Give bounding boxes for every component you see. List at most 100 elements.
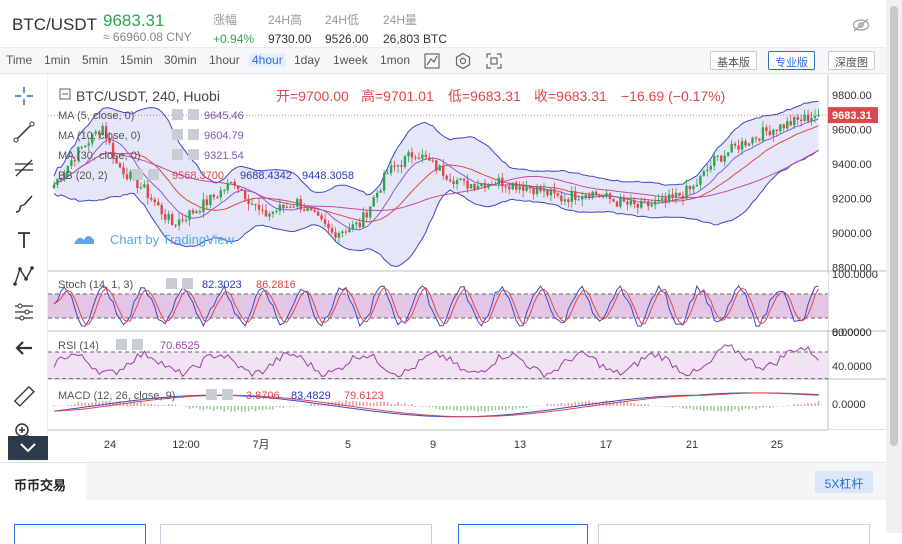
tf-4hour[interactable]: 4hour xyxy=(249,53,286,67)
buy-price-field[interactable] xyxy=(14,524,146,544)
candle-body xyxy=(205,199,209,206)
collapse-toolbar-button[interactable] xyxy=(8,436,48,460)
candle-body xyxy=(473,184,476,190)
view-basic-button[interactable]: 基本版 xyxy=(710,51,757,70)
back-arrow-icon[interactable] xyxy=(12,336,36,360)
price-tick-label: 8800.00 xyxy=(832,263,872,275)
candle-body xyxy=(410,152,414,158)
candle-body xyxy=(556,193,560,196)
candle-body xyxy=(546,189,549,196)
candle-body xyxy=(278,204,282,211)
brush-icon[interactable] xyxy=(12,192,36,216)
candle-body xyxy=(73,160,77,162)
scrollbar-thumb[interactable] xyxy=(890,6,898,446)
buy-amount-field[interactable] xyxy=(160,524,432,544)
candle-body xyxy=(209,194,212,206)
legend-close-icon xyxy=(188,109,199,120)
candle-body xyxy=(150,197,153,200)
fib-tool-icon[interactable] xyxy=(12,156,36,180)
stat-value: 9526.00 xyxy=(325,32,369,46)
candle-body xyxy=(553,189,556,194)
candle-body xyxy=(337,232,341,238)
stat-value: 9730.00 xyxy=(268,32,312,46)
tab-spot-trading[interactable]: 币币交易 xyxy=(0,463,86,501)
candle-body xyxy=(723,155,726,162)
candle-body xyxy=(327,223,330,229)
candle-body xyxy=(786,121,789,129)
trend-line-icon[interactable] xyxy=(12,120,36,144)
candle-body xyxy=(459,178,462,180)
candle-body xyxy=(608,193,612,200)
candle-body xyxy=(681,195,685,199)
tf-1min[interactable]: 1min xyxy=(44,53,71,67)
candle-body xyxy=(285,206,289,209)
candle-body xyxy=(483,183,487,188)
candle-body xyxy=(629,200,633,205)
tf-1hour[interactable]: 1hour xyxy=(209,53,240,67)
tf-15min[interactable]: 15min xyxy=(120,53,153,67)
candle-body xyxy=(747,143,751,146)
candle-body xyxy=(504,186,507,188)
time-tick-label: 24 xyxy=(104,439,116,451)
tf-30min[interactable]: 30min xyxy=(164,53,197,67)
candle-body xyxy=(567,199,570,202)
candle-body xyxy=(574,191,577,201)
candle-body xyxy=(685,185,688,199)
ruler-icon[interactable] xyxy=(12,384,36,408)
candle-body xyxy=(216,197,219,199)
candle-body xyxy=(695,184,699,187)
tf-1day[interactable]: 1day xyxy=(294,53,321,67)
fullscreen-icon[interactable] xyxy=(485,52,503,70)
tf-1week[interactable]: 1week xyxy=(333,53,368,67)
tf-5min[interactable]: 5min xyxy=(82,53,109,67)
candle-body xyxy=(706,169,709,171)
candle-body xyxy=(184,219,188,221)
settings-gear-icon[interactable] xyxy=(454,52,472,70)
pair-name[interactable]: BTC/USDT xyxy=(12,15,97,34)
candle-body xyxy=(799,119,803,121)
legend-open: 开=9700.00 xyxy=(276,88,349,104)
candle-body xyxy=(720,155,723,162)
rsi-axis-label: 40.0000 xyxy=(832,361,872,373)
candle-body xyxy=(195,211,198,214)
candle-body xyxy=(167,214,170,220)
legend-ma-label: MA (10, close, 0) xyxy=(58,130,141,142)
time-tick-label: 13 xyxy=(514,439,526,451)
tf-1mon[interactable]: 1mon xyxy=(380,53,411,67)
leverage-button[interactable]: 5X杠杆 xyxy=(815,471,873,493)
text-tool-icon[interactable] xyxy=(12,228,36,252)
page-scrollbar[interactable] xyxy=(886,0,902,533)
candle-body xyxy=(525,187,528,191)
candle-body xyxy=(490,184,494,186)
view-pro-button[interactable]: 专业版 xyxy=(768,51,815,70)
price-tick-label: 9600.00 xyxy=(832,125,872,137)
measure-lines-icon[interactable] xyxy=(12,300,36,324)
candle-body xyxy=(713,155,716,166)
sell-amount-field[interactable] xyxy=(598,524,870,544)
candle-body xyxy=(181,219,184,221)
candle-body xyxy=(480,183,483,186)
crosshair-icon[interactable] xyxy=(12,84,36,108)
tf-time[interactable]: Time xyxy=(6,53,33,67)
pattern-tool-icon[interactable] xyxy=(12,264,36,288)
candle-body xyxy=(275,210,278,212)
hide-eye-icon[interactable] xyxy=(852,18,870,32)
candle-body xyxy=(598,194,601,197)
candle-body xyxy=(358,222,362,228)
candle-body xyxy=(563,199,567,202)
legend-settings-icon xyxy=(116,339,127,350)
legend-change: −16.69 (−0.17%) xyxy=(621,88,725,104)
candle-body xyxy=(744,141,747,146)
candle-body xyxy=(455,179,459,185)
candle-body xyxy=(730,143,733,153)
candle-body xyxy=(643,200,646,202)
view-depth-button[interactable]: 深度图 xyxy=(828,51,875,70)
legend-settings-icon xyxy=(132,169,143,180)
indicators-icon[interactable] xyxy=(423,52,441,70)
last-price: 9683.31 xyxy=(103,11,165,30)
sell-price-field[interactable] xyxy=(458,524,588,544)
candle-body xyxy=(431,160,434,162)
candle-body xyxy=(56,179,59,185)
time-tick-label: 25 xyxy=(771,439,783,451)
price-chart[interactable]: 9800.00 9600.00 9400.00 9200.00 9000.00 8800.… xyxy=(48,74,886,460)
